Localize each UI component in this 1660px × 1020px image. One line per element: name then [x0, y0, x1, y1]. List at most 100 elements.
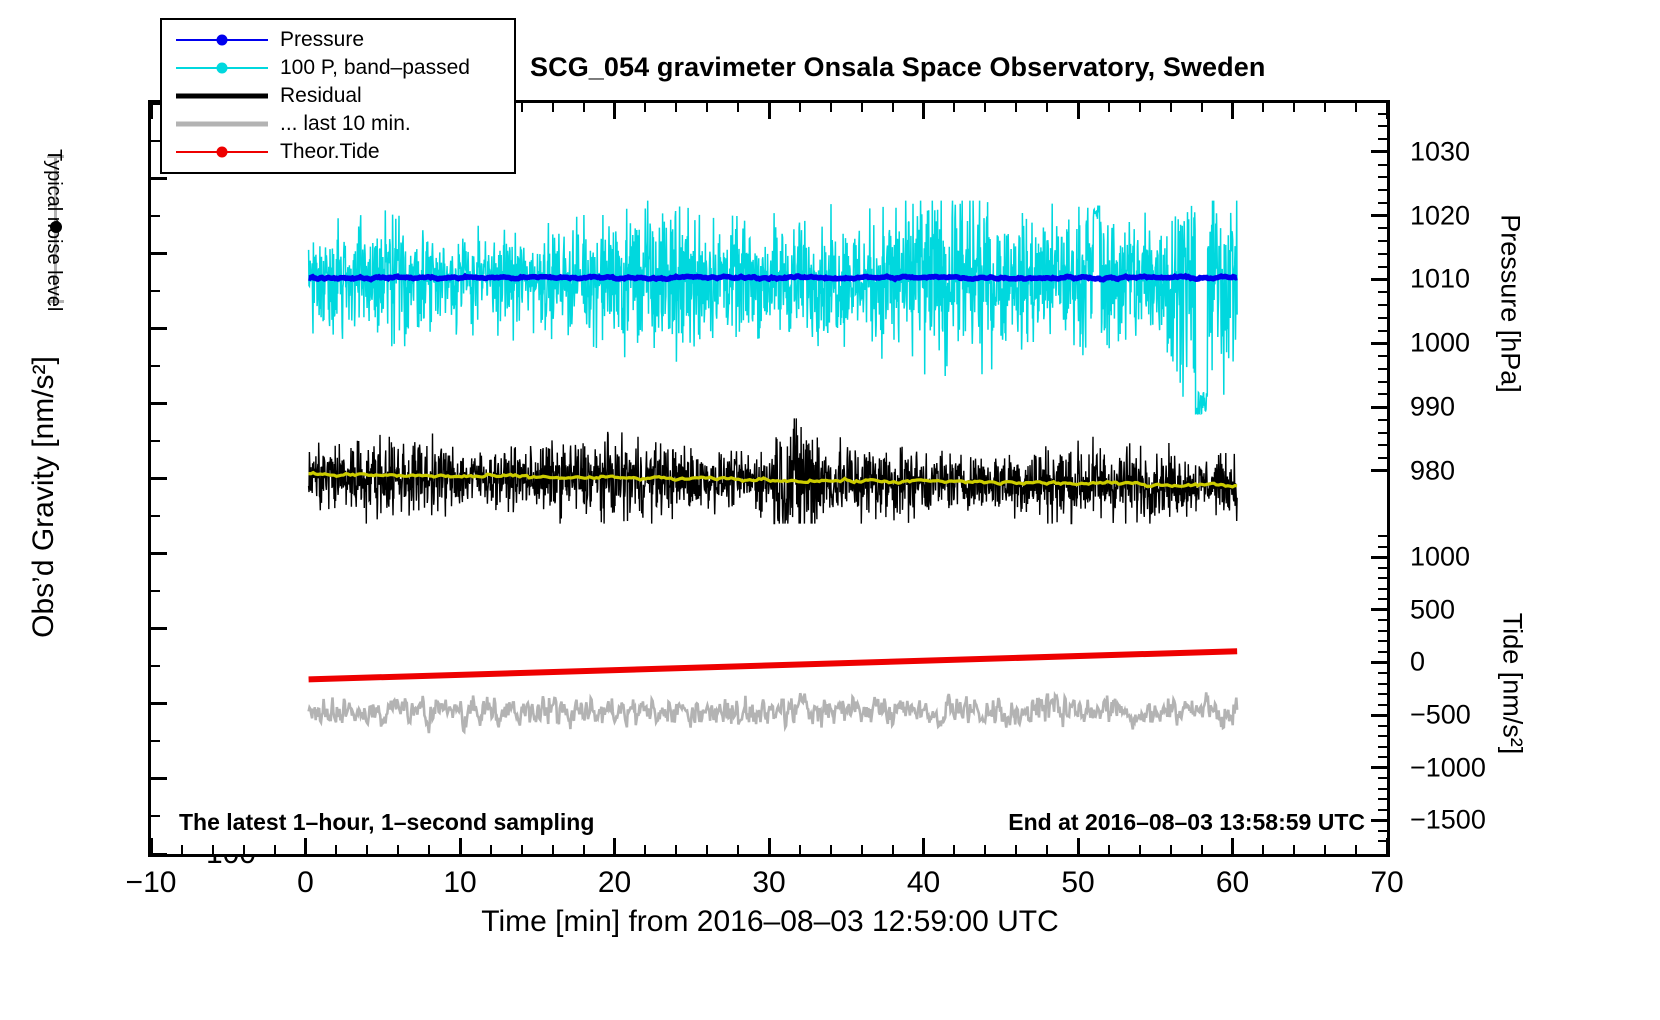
pressure-tick — [1378, 304, 1387, 307]
x-tick-minor — [582, 103, 585, 112]
x-tick-minor — [644, 103, 647, 112]
x-tick-label: 40 — [906, 866, 941, 899]
pressure-tick — [1371, 214, 1387, 218]
legend-line — [176, 93, 268, 99]
x-tick-minor — [273, 845, 276, 854]
tide-tick — [1378, 756, 1387, 759]
x-tick-minor — [397, 845, 400, 854]
noise-center-dot — [50, 221, 62, 233]
pressure-tick — [1378, 176, 1387, 179]
pressure-tick — [1378, 265, 1387, 268]
x-tick-minor — [1324, 845, 1327, 854]
legend-item[interactable]: Pressure — [162, 26, 514, 54]
pressure-tick — [1378, 125, 1387, 128]
tide-tick — [1371, 818, 1387, 822]
x-tick-major — [458, 838, 462, 854]
legend-label: Theor.Tide — [280, 140, 380, 163]
x-tick-minor — [1355, 103, 1358, 112]
x-tick-minor — [1138, 845, 1141, 854]
y-tick-label-right: −1500 — [1410, 804, 1486, 835]
legend-dot — [216, 62, 228, 74]
legend-line — [176, 121, 268, 127]
x-tick-label: 50 — [1061, 866, 1095, 899]
y-tick-label-right: 990 — [1410, 391, 1456, 422]
x-tick-major — [1231, 103, 1234, 119]
plot-area: The latest 1–hour, 1–second sampling End… — [148, 100, 1390, 857]
legend-item[interactable]: 100 P, band–passed — [162, 54, 514, 82]
y-tick-major — [151, 101, 167, 105]
legend: Pressure 100 P, band–passed Residual ... la… — [160, 18, 516, 174]
legend-label: Residual — [280, 84, 362, 107]
pressure-tick — [1378, 329, 1387, 332]
y-tick-minor — [151, 139, 160, 142]
x-tick-major — [1385, 103, 1389, 119]
tide-tick — [1378, 545, 1387, 548]
y-tick-label-right: 1000 — [1410, 541, 1471, 572]
y-tick-label-right: 0 — [1410, 646, 1426, 677]
legend-item[interactable]: Theor.Tide — [162, 138, 514, 166]
legend-label: Pressure — [280, 28, 365, 51]
x-tick-minor — [798, 103, 801, 112]
x-tick-major — [767, 103, 771, 119]
x-tick-major — [304, 838, 307, 854]
x-tick-minor — [520, 103, 523, 112]
x-tick-major — [767, 838, 771, 854]
x-tick-minor — [428, 845, 431, 854]
pressure-tick — [1378, 418, 1387, 421]
y-axis-title-tide: Tide [nm/s²] — [1497, 612, 1528, 755]
tide-tick — [1378, 650, 1387, 653]
tide-tick — [1378, 724, 1387, 727]
x-tick-minor — [984, 103, 987, 112]
x-tick-minor — [1355, 845, 1358, 854]
x-tick-minor — [1046, 845, 1049, 854]
pressure-tick — [1371, 150, 1387, 154]
x-tick-major — [1231, 838, 1234, 854]
x-tick-minor — [1262, 845, 1265, 854]
y-axis-title-left: Obs’d Gravity [nm/s²] — [27, 356, 60, 638]
x-tick-minor — [1293, 845, 1296, 854]
x-tick-minor — [180, 845, 183, 854]
y-tick-minor — [151, 665, 160, 668]
x-tick-major — [922, 103, 925, 119]
x-tick-minor — [335, 845, 338, 854]
series-last-10-min — [307, 690, 1239, 735]
legend-swatch-icon — [176, 29, 268, 51]
x-tick-minor — [1015, 103, 1018, 112]
tide-tick — [1378, 745, 1387, 748]
series-band-passed-100p — [307, 200, 1238, 416]
tide-tick — [1378, 798, 1387, 801]
x-tick-label: 20 — [597, 866, 632, 899]
x-tick-label: 10 — [443, 866, 477, 899]
x-tick-label: 70 — [1370, 866, 1404, 899]
legend-item[interactable]: Residual — [162, 82, 514, 110]
x-tick-minor — [706, 103, 709, 112]
x-tick-minor — [1262, 103, 1265, 112]
tide-tick — [1378, 735, 1387, 738]
legend-item[interactable]: ... last 10 min. — [162, 110, 514, 138]
series-residual — [307, 418, 1238, 525]
x-tick-major — [613, 103, 616, 119]
x-tick-minor — [1169, 845, 1172, 854]
x-tick-minor — [829, 845, 832, 854]
tide-tick — [1378, 577, 1387, 580]
y-tick-label-right: 1000 — [1410, 327, 1471, 358]
series-theoretical-tide — [308, 648, 1238, 683]
series-canvas — [151, 103, 1387, 854]
x-tick-major — [613, 838, 616, 854]
tide-tick — [1371, 766, 1387, 770]
pressure-tick — [1378, 163, 1387, 166]
chart-title: SCG_054 gravimeter Onsala Space Observat… — [530, 52, 1266, 82]
tide-tick — [1378, 777, 1387, 780]
y-tick-minor — [151, 590, 160, 593]
noise-label: Typical noise level — [43, 149, 65, 312]
pressure-tick — [1378, 112, 1387, 115]
pressure-tick — [1378, 138, 1387, 141]
x-tick-label: 60 — [1215, 866, 1250, 899]
tide-tick — [1378, 787, 1387, 790]
tide-tick — [1378, 619, 1387, 622]
pressure-tick — [1378, 431, 1387, 434]
x-tick-minor — [1200, 845, 1203, 854]
tide-tick — [1378, 703, 1387, 706]
y-tick-major — [151, 251, 167, 255]
